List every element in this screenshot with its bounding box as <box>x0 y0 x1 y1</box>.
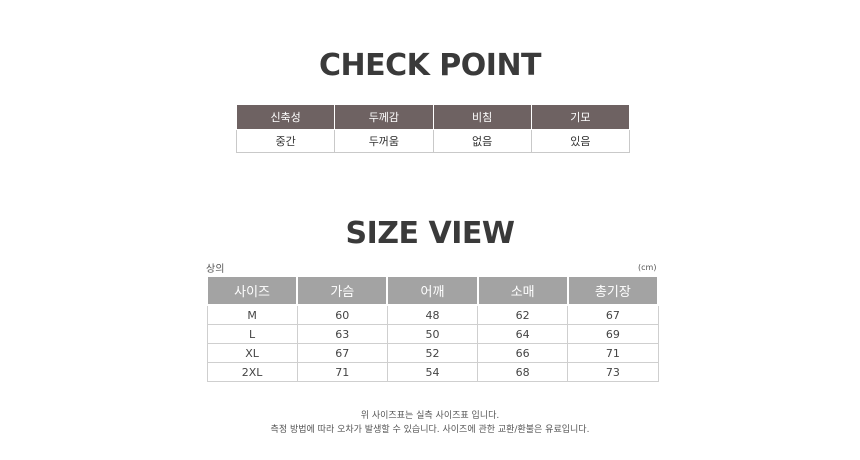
table-row: XL 67 52 66 71 <box>206 343 659 363</box>
check-point-header-row: 신축성 두께감 비침 기모 <box>235 104 631 130</box>
check-header-cell: 기모 <box>530 104 631 130</box>
size-cell: 71 <box>296 362 388 382</box>
size-cell: 71 <box>567 343 659 363</box>
table-row: L 63 50 64 69 <box>206 324 659 344</box>
size-cell: 68 <box>477 362 569 382</box>
size-cell: M <box>206 304 298 325</box>
size-cell: 52 <box>386 343 479 363</box>
size-header-row: 사이즈 가슴 어깨 소매 총기장 <box>205 275 660 306</box>
size-cell: L <box>206 324 298 344</box>
size-cell: 64 <box>477 324 569 344</box>
size-cell: 62 <box>477 304 569 325</box>
size-unit-label: (cm) <box>638 263 657 272</box>
check-header-cell: 두께감 <box>334 104 434 130</box>
size-table-caption: 상의 <box>206 264 225 275</box>
check-point-value-row: 중간 두꺼움 없음 있음 <box>235 129 631 153</box>
table-row: 2XL 71 54 68 73 <box>206 362 659 382</box>
size-note-line-1: 위 사이즈표는 실측 사이즈표 입니다. <box>360 411 500 421</box>
check-value-cell: 없음 <box>432 129 532 153</box>
check-value-cell: 중간 <box>235 129 336 153</box>
size-cell: 73 <box>567 362 659 382</box>
size-cell: XL <box>206 343 298 363</box>
size-cell: 66 <box>477 343 569 363</box>
check-point-title: CHECK POINT <box>318 48 542 83</box>
table-row: M 60 48 62 67 <box>206 304 659 325</box>
size-view-title: SIZE VIEW <box>345 216 515 251</box>
check-point-table: 신축성 두께감 비침 기모 중간 두꺼움 없음 있음 <box>235 104 631 153</box>
check-value-cell: 있음 <box>530 129 631 153</box>
size-cell: 63 <box>296 324 388 344</box>
size-header-cell: 가슴 <box>296 275 389 306</box>
size-table: 사이즈 가슴 어깨 소매 총기장 M 60 48 62 67 L 63 50 6… <box>205 275 660 382</box>
size-cell: 67 <box>296 343 388 363</box>
size-header-cell: 사이즈 <box>205 275 299 306</box>
size-cell: 50 <box>386 324 479 344</box>
check-value-cell: 두꺼움 <box>334 129 434 153</box>
size-cell: 54 <box>386 362 479 382</box>
size-cell: 60 <box>296 304 388 325</box>
size-note-line-2: 측정 방법에 따라 오차가 발생할 수 있습니다. 사이즈에 관한 교환/환불은… <box>270 425 590 435</box>
size-cell: 67 <box>567 304 659 325</box>
size-cell: 69 <box>567 324 659 344</box>
size-cell: 2XL <box>206 362 298 382</box>
size-cell: 48 <box>386 304 479 325</box>
check-header-cell: 비침 <box>432 104 532 130</box>
size-header-cell: 어깨 <box>386 275 479 306</box>
check-header-cell: 신축성 <box>235 104 336 130</box>
size-header-cell: 소매 <box>476 275 569 306</box>
size-header-cell: 총기장 <box>566 275 660 306</box>
